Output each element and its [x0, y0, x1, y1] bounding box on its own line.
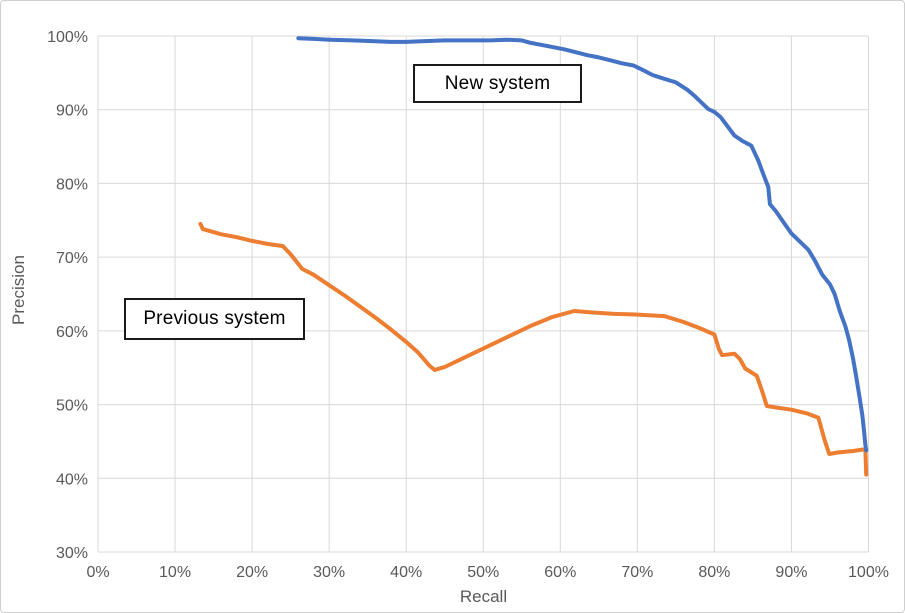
x-tick-label: 100%: [848, 564, 889, 581]
y-tick-label: 100%: [47, 29, 88, 46]
x-axis-title: Recall: [459, 587, 508, 606]
y-tick-label: 30%: [56, 545, 88, 562]
y-axis-title: Precision: [9, 255, 28, 325]
y-tick-label: 70%: [56, 250, 88, 267]
x-tick-label: 70%: [621, 564, 653, 581]
y-tick-label: 90%: [56, 103, 88, 120]
x-tick-label: 80%: [698, 564, 730, 581]
x-tick-label: 30%: [313, 564, 345, 581]
previous-system-label: Previous system: [124, 298, 305, 340]
y-tick-label: 50%: [56, 398, 88, 415]
x-tick-label: 60%: [544, 564, 576, 581]
series-line-previous-system: [198, 222, 869, 477]
new-system-label: New system: [413, 64, 582, 103]
new-system-label-text: New system: [444, 72, 551, 94]
y-tick-label: 40%: [56, 471, 88, 488]
x-tick-label: 40%: [390, 564, 422, 581]
x-tick-label: 50%: [467, 564, 499, 581]
x-tick-label: 20%: [236, 564, 268, 581]
x-tick-label: 10%: [159, 564, 191, 581]
series-line-new-system: [296, 36, 869, 453]
y-tick-label: 60%: [56, 324, 88, 341]
x-tick-label: 0%: [86, 564, 109, 581]
x-tick-label: 90%: [775, 564, 807, 581]
previous-system-label-text: Previous system: [143, 308, 286, 329]
y-tick-label: 80%: [56, 176, 88, 193]
